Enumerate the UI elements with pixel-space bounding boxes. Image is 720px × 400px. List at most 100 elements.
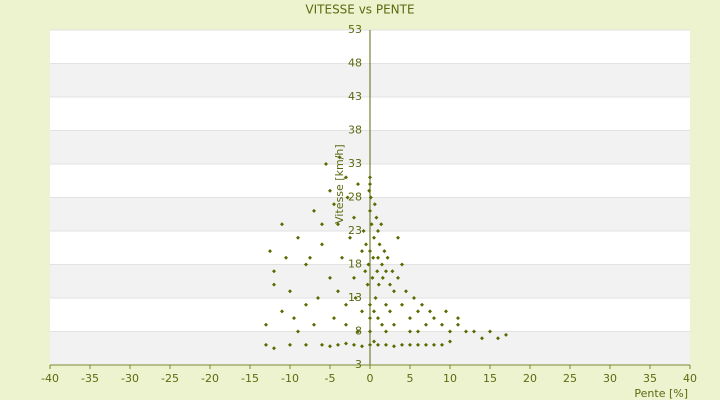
point — [272, 269, 276, 274]
point — [444, 309, 448, 314]
point — [371, 255, 376, 260]
point — [408, 316, 412, 321]
point — [367, 188, 372, 193]
point — [296, 329, 300, 334]
point — [336, 222, 340, 227]
x-tick-label: 30 — [603, 372, 617, 385]
point — [363, 269, 368, 274]
point — [380, 275, 385, 280]
point — [408, 342, 412, 347]
point — [432, 342, 436, 347]
point — [368, 329, 372, 334]
point — [284, 255, 288, 260]
x-tick-label: -5 — [325, 372, 336, 385]
point — [380, 322, 384, 327]
point — [356, 329, 360, 334]
point — [464, 329, 468, 334]
y-tick-label: 48 — [348, 57, 362, 70]
point — [416, 342, 420, 347]
point — [288, 289, 292, 294]
point — [304, 262, 308, 267]
point — [353, 296, 358, 300]
point — [372, 309, 376, 314]
x-tick-label: 20 — [523, 372, 537, 385]
point — [377, 242, 382, 247]
point — [504, 332, 508, 337]
y-tick-label: 33 — [348, 157, 362, 170]
point — [388, 282, 392, 287]
x-tick-label: 25 — [563, 372, 577, 385]
point — [368, 302, 372, 307]
point — [304, 342, 308, 347]
chart-title: VITESSE vs PENTE — [305, 3, 414, 17]
point — [480, 336, 484, 341]
point — [373, 296, 378, 300]
x-tick-label: 35 — [643, 372, 657, 385]
point — [428, 309, 432, 314]
x-tick-label: -20 — [201, 372, 219, 385]
point — [288, 342, 292, 347]
x-axis-title: Pente [%] — [634, 387, 688, 400]
y-tick-label: 23 — [348, 224, 362, 237]
point — [280, 309, 284, 314]
point — [404, 289, 408, 294]
point — [369, 222, 374, 227]
point — [352, 215, 356, 220]
point — [376, 229, 380, 233]
point — [272, 282, 276, 287]
point — [390, 269, 395, 274]
point — [328, 344, 332, 349]
point — [368, 175, 372, 180]
point — [376, 282, 381, 287]
point — [268, 249, 272, 254]
point — [336, 289, 340, 294]
point — [296, 235, 300, 240]
point — [375, 269, 380, 274]
y-tick-label: 38 — [348, 124, 362, 137]
y-tick-label: 43 — [348, 90, 362, 103]
point — [472, 329, 476, 334]
point — [360, 249, 364, 254]
point — [292, 316, 296, 321]
y-axis-title: Vitesse [km/h] — [333, 144, 346, 224]
point — [408, 329, 412, 334]
point — [356, 182, 360, 187]
point — [320, 242, 324, 247]
point — [332, 316, 336, 321]
point — [370, 275, 375, 280]
point — [374, 215, 379, 220]
point — [344, 341, 348, 346]
point — [264, 322, 268, 327]
point — [392, 322, 396, 327]
point — [448, 339, 452, 344]
x-tick-label: 15 — [483, 372, 497, 385]
point — [396, 275, 400, 280]
point — [365, 282, 370, 287]
point — [400, 342, 404, 347]
point — [372, 235, 376, 240]
point — [456, 322, 460, 327]
point — [416, 309, 420, 314]
x-tick-label: 5 — [407, 372, 414, 385]
point — [368, 208, 372, 213]
point — [344, 302, 348, 307]
point — [320, 222, 324, 227]
x-tick-label: -30 — [121, 372, 139, 385]
point — [337, 155, 342, 160]
point — [400, 262, 404, 267]
point — [332, 202, 336, 207]
point — [361, 229, 366, 233]
point — [384, 329, 388, 334]
point — [440, 322, 444, 327]
x-tick-label: -25 — [161, 372, 179, 385]
point — [264, 342, 268, 347]
point — [456, 316, 460, 321]
point — [416, 329, 420, 334]
point — [344, 175, 348, 180]
point — [440, 342, 444, 347]
point — [280, 222, 284, 227]
point — [352, 342, 356, 347]
point — [384, 269, 388, 274]
x-tick-label: -10 — [281, 372, 299, 385]
